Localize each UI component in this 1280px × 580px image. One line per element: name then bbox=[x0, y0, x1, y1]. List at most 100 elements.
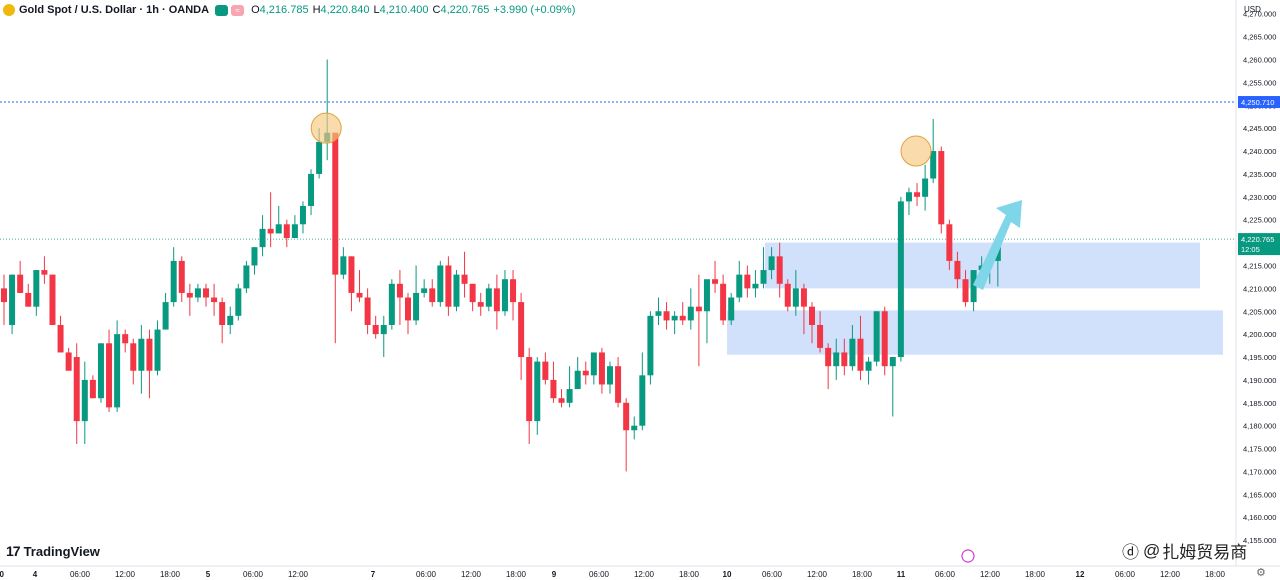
candle-body bbox=[259, 228, 266, 248]
candle-body bbox=[679, 315, 686, 321]
candle-body bbox=[49, 274, 56, 325]
candle-body bbox=[712, 279, 719, 284]
time-tick-label: 10 bbox=[723, 570, 732, 579]
close-value: 4,220.765 bbox=[440, 4, 490, 16]
time-tick-label: 18:00 bbox=[160, 570, 181, 579]
replay-icon bbox=[961, 549, 975, 563]
candle-body bbox=[598, 352, 605, 385]
candle-body bbox=[413, 292, 420, 321]
candle-body bbox=[897, 201, 904, 358]
candle-body bbox=[275, 224, 282, 234]
candle-body bbox=[162, 302, 169, 330]
candle-body bbox=[776, 256, 783, 284]
candle-body bbox=[930, 151, 937, 179]
price-tick-label: 4,215.000 bbox=[1243, 261, 1276, 270]
candle-body bbox=[655, 311, 662, 316]
price-tick-label: 4,210.000 bbox=[1243, 284, 1276, 293]
time-tick-label: 12 bbox=[1076, 570, 1085, 579]
settings-gear-icon[interactable]: ⚙ bbox=[1256, 567, 1266, 579]
price-tick-label: 4,260.000 bbox=[1243, 56, 1276, 65]
price-tick-label: 4,170.000 bbox=[1243, 467, 1276, 476]
time-tick-label: 06:00 bbox=[416, 570, 437, 579]
price-tick-label: 4,180.000 bbox=[1243, 422, 1276, 431]
candle-body bbox=[81, 379, 88, 422]
candle-body bbox=[518, 302, 525, 358]
candle-body bbox=[194, 288, 201, 298]
candle-body bbox=[631, 425, 638, 431]
symbol-title[interactable]: Gold Spot / U.S. Dollar · 1h · OANDA bbox=[19, 4, 210, 16]
candle-body bbox=[760, 270, 767, 284]
candle-body bbox=[914, 192, 921, 197]
time-tick-label: 18:00 bbox=[679, 570, 700, 579]
time-tick-label: 18:00 bbox=[852, 570, 873, 579]
time-tick-label: 5 bbox=[206, 570, 211, 579]
candle-body bbox=[889, 357, 896, 367]
currency-label[interactable]: USD bbox=[1244, 5, 1261, 14]
candle-body bbox=[607, 366, 613, 385]
price-tick-label: 4,270.000 bbox=[1243, 10, 1276, 19]
candle-body bbox=[170, 260, 177, 303]
low-value: 4,210.400 bbox=[379, 4, 429, 16]
candle-body bbox=[720, 283, 727, 321]
candle-body bbox=[421, 288, 428, 293]
candle-body bbox=[687, 306, 694, 321]
price-tick-label: 4,185.000 bbox=[1243, 399, 1276, 408]
time-tick-label: 06:00 bbox=[1115, 570, 1136, 579]
data-status-icon[interactable]: ≈ bbox=[231, 4, 245, 16]
candle-body bbox=[566, 389, 573, 403]
level-price-text: 4,250.710 bbox=[1241, 98, 1274, 107]
tradingview-logo[interactable]: 17 TradingView bbox=[6, 543, 100, 559]
price-tick-label: 4,230.000 bbox=[1243, 193, 1276, 202]
candle-body bbox=[146, 338, 153, 371]
candle-body bbox=[728, 297, 735, 321]
price-tick-label: 4,245.000 bbox=[1243, 124, 1276, 133]
peak-marker-icon bbox=[310, 112, 342, 144]
watermark-icon: ⓓ bbox=[1122, 543, 1139, 562]
candle-body bbox=[510, 279, 517, 303]
price-tick-label: 4,160.000 bbox=[1243, 513, 1276, 522]
time-tick-label: 18:00 bbox=[506, 570, 527, 579]
candle-body bbox=[251, 247, 258, 266]
candle-body bbox=[356, 292, 363, 298]
price-tick-label: 4,195.000 bbox=[1243, 353, 1276, 362]
candle-body bbox=[291, 224, 298, 239]
candle-body bbox=[203, 288, 209, 298]
time-tick-label: 12:00 bbox=[1160, 570, 1181, 579]
time-tick-label: 12:00 bbox=[288, 570, 309, 579]
candle-body bbox=[308, 173, 315, 206]
candle-body bbox=[73, 357, 80, 422]
candle-body bbox=[154, 329, 161, 371]
candle-body bbox=[41, 270, 48, 275]
low-label: L bbox=[373, 4, 380, 16]
candle-body bbox=[703, 279, 710, 312]
last-price-tag bbox=[1238, 233, 1280, 256]
time-tick-label: 4 bbox=[33, 570, 38, 579]
candle-body bbox=[752, 283, 759, 289]
candle-body bbox=[574, 370, 581, 390]
candle-body bbox=[582, 370, 589, 376]
candle-body bbox=[873, 311, 880, 362]
candle-body bbox=[493, 288, 500, 312]
open-label: O bbox=[251, 4, 260, 16]
candle-body bbox=[881, 311, 888, 367]
price-tick-label: 4,190.000 bbox=[1243, 376, 1276, 385]
candle-body bbox=[211, 297, 218, 303]
candle-body bbox=[388, 283, 395, 325]
time-tick-label: 00 bbox=[0, 570, 5, 579]
candle-body bbox=[825, 347, 832, 367]
candle-body bbox=[97, 343, 104, 399]
time-tick-label: 7 bbox=[371, 570, 376, 579]
candle-body bbox=[1, 288, 7, 303]
candle-body bbox=[267, 228, 274, 234]
candle-body bbox=[25, 292, 32, 307]
watermark: ⓓ @ 扎姆贸易商 bbox=[1122, 538, 1247, 563]
candle-body bbox=[453, 274, 460, 307]
time-tick-label: 12:00 bbox=[115, 570, 136, 579]
candle-body bbox=[639, 375, 646, 426]
level-price-tag bbox=[1238, 96, 1280, 109]
last-price-text: 4,220.765 bbox=[1241, 235, 1274, 244]
price-tick-label: 4,205.000 bbox=[1243, 307, 1276, 316]
candle-body bbox=[501, 279, 508, 312]
market-open-icon[interactable] bbox=[215, 4, 229, 16]
